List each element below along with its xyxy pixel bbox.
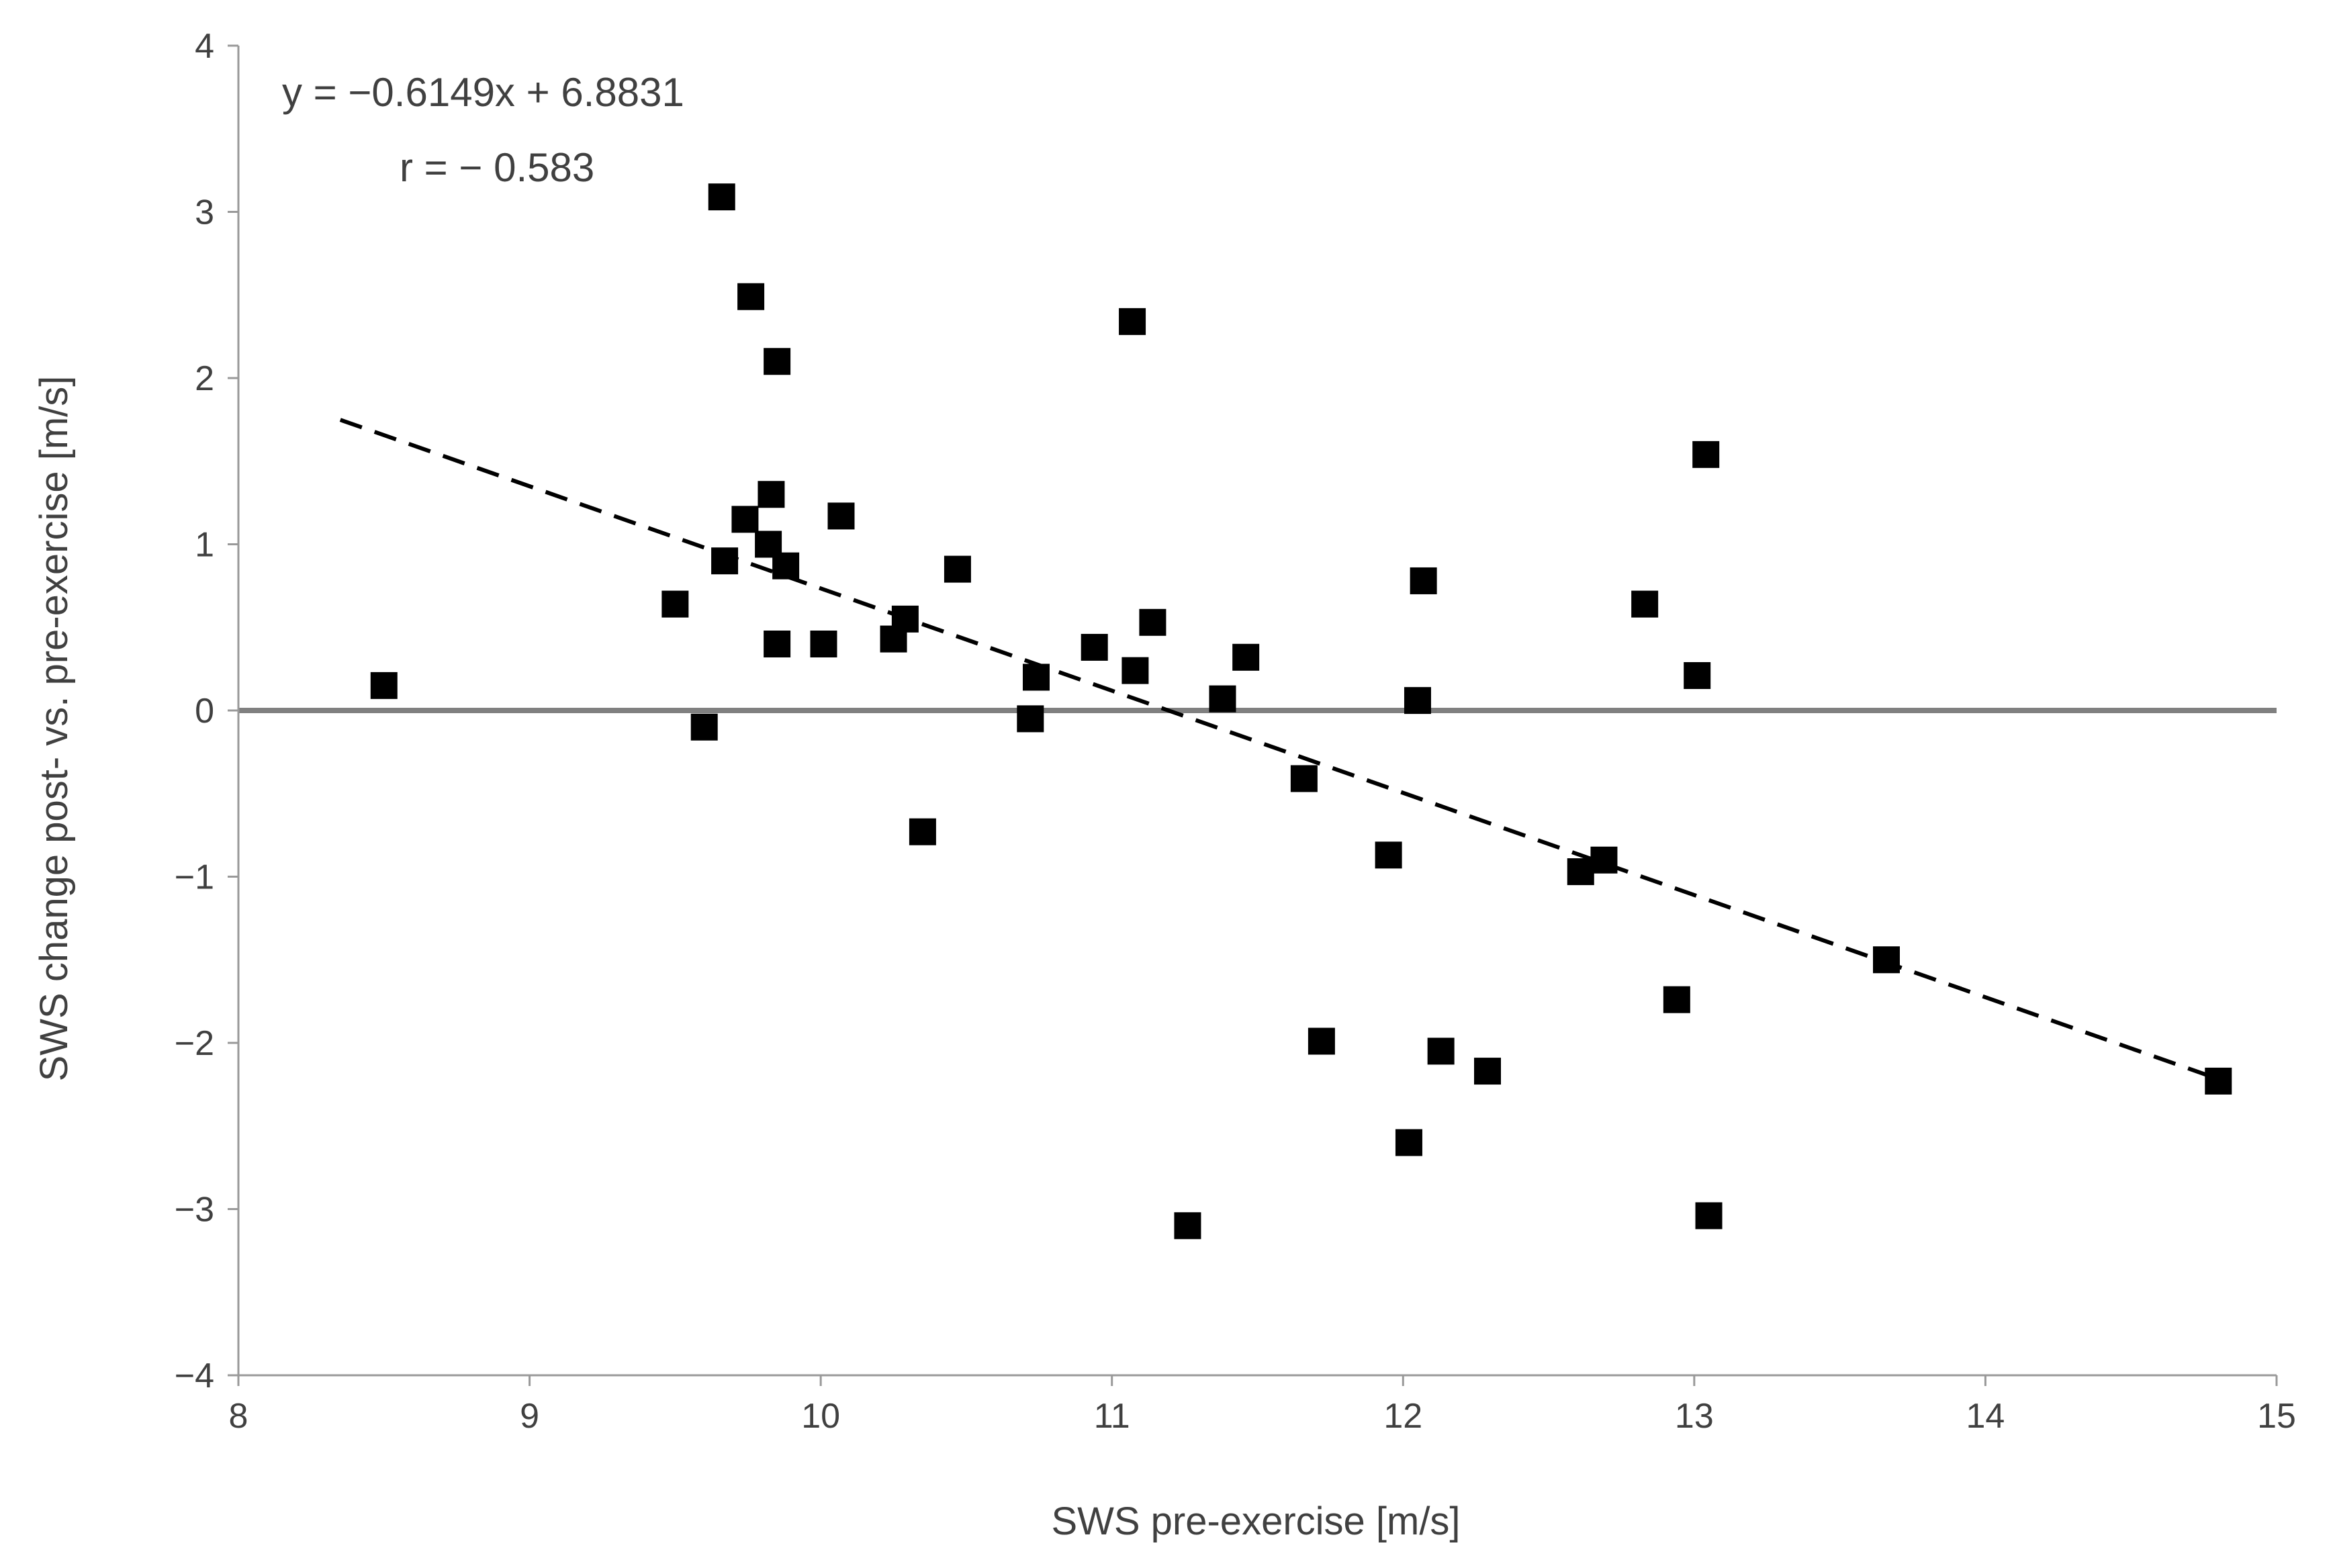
data-point: [758, 481, 785, 508]
data-point: [370, 672, 398, 699]
trendline-equation: y = −0.6149x + 6.8831: [282, 70, 684, 115]
y-axis-ticks: 4 3 2 1 0 −1 −2 −3 −4: [175, 27, 238, 1395]
data-point: [1119, 308, 1146, 335]
data-point: [731, 506, 759, 533]
y-tick-label: 3: [195, 193, 214, 232]
x-axis-ticks: 8 9 10 11 12 13 14 15: [229, 1375, 2296, 1436]
data-point: [1474, 1058, 1502, 1085]
data-point: [1631, 590, 1659, 618]
y-tick-label: −1: [175, 858, 214, 897]
data-point: [1081, 633, 1108, 661]
x-tick-label: 15: [2257, 1397, 2296, 1436]
data-point: [827, 502, 855, 530]
y-axis-title: SWS change post- vs. pre-exercise [m/s]: [32, 376, 76, 1082]
data-point: [1692, 441, 1720, 468]
data-point: [810, 631, 837, 657]
data-point: [1395, 1129, 1422, 1156]
data-point: [1017, 705, 1044, 733]
data-point: [1022, 663, 1050, 691]
data-point: [1404, 687, 1431, 714]
data-point: [708, 183, 735, 211]
x-tick-label: 11: [1094, 1397, 1130, 1436]
data-point: [764, 348, 791, 375]
data-point: [1695, 1202, 1723, 1230]
y-tick-label: −3: [175, 1191, 214, 1230]
data-point: [891, 605, 919, 633]
y-tick-label: 2: [195, 359, 214, 398]
y-tick-label: 4: [195, 27, 214, 66]
x-tick-label: 8: [229, 1397, 248, 1436]
data-point: [1663, 986, 1690, 1013]
data-point: [1121, 657, 1149, 684]
data-point: [1139, 608, 1166, 636]
data-point: [1290, 765, 1318, 792]
data-points: [370, 183, 2232, 1240]
data-point: [909, 818, 936, 845]
y-tick-label: −4: [175, 1356, 214, 1395]
data-point: [944, 555, 971, 583]
x-tick-label: 9: [520, 1397, 539, 1436]
data-point: [1590, 846, 1618, 874]
data-point: [1873, 946, 1901, 974]
data-point: [1567, 858, 1594, 886]
data-point: [690, 713, 718, 741]
data-point: [711, 547, 739, 575]
data-point: [1375, 841, 1402, 869]
x-axis-title: SWS pre-exercise [m/s]: [1051, 1500, 1460, 1543]
x-tick-label: 14: [1966, 1397, 2005, 1436]
data-point: [1427, 1037, 1455, 1065]
y-tick-label: −2: [175, 1024, 214, 1063]
data-point: [764, 631, 791, 657]
x-tick-label: 12: [1383, 1397, 1422, 1436]
data-point: [2205, 1067, 2232, 1095]
data-point: [772, 552, 800, 580]
data-point: [1410, 567, 1437, 594]
y-tick-label: 0: [195, 692, 214, 731]
y-tick-label: 1: [195, 526, 214, 565]
trendline: [339, 418, 2219, 1081]
data-point: [1209, 685, 1236, 712]
correlation-coefficient: r = − 0.583: [400, 145, 594, 190]
data-point: [1232, 643, 1260, 671]
data-point: [1684, 662, 1711, 690]
data-point: [737, 283, 765, 310]
x-tick-label: 13: [1675, 1397, 1714, 1436]
data-point: [661, 590, 689, 618]
x-tick-label: 10: [801, 1397, 840, 1436]
data-point: [1308, 1027, 1335, 1055]
data-point: [1174, 1212, 1201, 1240]
